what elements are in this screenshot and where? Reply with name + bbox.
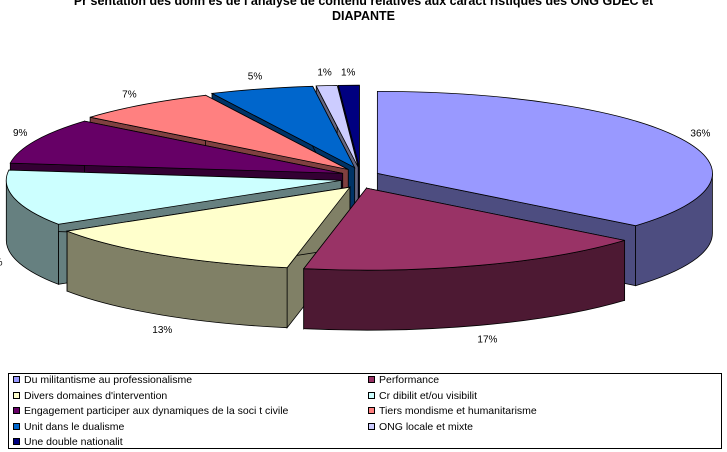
legend-label: Unit dans le dualisme	[24, 420, 125, 433]
legend-swatch	[368, 422, 375, 430]
slice-label-5: 9%	[13, 128, 28, 139]
legend: Du militantisme au professionalisme Perfo…	[8, 373, 722, 449]
legend-swatch	[13, 407, 20, 414]
slice-label-3: 13%	[152, 325, 172, 336]
slice-label-6: 7%	[122, 90, 137, 101]
legend-swatch	[13, 438, 20, 445]
legend-swatch	[368, 376, 375, 383]
slice-label-1: 36%	[690, 129, 710, 140]
pie-slice-2	[302, 186, 626, 331]
legend-label: Engagement participer aux dynamiques de …	[24, 405, 289, 417]
legend-swatch	[13, 376, 20, 383]
legend-label: Divers domaines d'intervention	[24, 389, 168, 402]
slice-label-7: 5%	[248, 71, 263, 82]
pie-slice-4-top	[5, 169, 342, 225]
chart-title: Pr sentation des donn es de l’analyse de…	[73, 0, 654, 23]
legend-label: Performance	[379, 374, 440, 386]
pie-chart: 36% 17% 13% 11% 9% 7% 5% 1% 1%	[0, 67, 713, 346]
legend-swatch	[13, 422, 20, 430]
legend-label: Une double nationalit	[24, 436, 123, 448]
legend-label: Du militantisme au professionalisme	[24, 374, 193, 386]
pie-slice-5-top	[9, 120, 343, 174]
legend-label: Cr dibilit et/ou visibilit	[379, 389, 478, 402]
pie-slice-1-top	[376, 90, 713, 227]
legend-swatch	[13, 391, 20, 399]
slice-label-4: 11%	[0, 257, 3, 268]
legend-swatch	[368, 391, 375, 399]
slice-label-2: 17%	[477, 335, 497, 346]
legend-label: ONG locale et mixte	[379, 420, 473, 433]
pie-slice-7-top	[210, 85, 356, 169]
pie-slice-6-top	[89, 94, 349, 170]
slice-label-9: 1%	[341, 67, 356, 78]
pie-slice-3	[65, 186, 351, 329]
pie-slice-9-top	[337, 84, 360, 168]
slice-label-8: 1%	[317, 68, 332, 79]
legend-swatch	[368, 407, 375, 414]
pie-slice-8-top	[315, 84, 359, 168]
pie-slice-2-top	[302, 187, 625, 271]
legend-label: Tiers mondisme et humanitarisme	[379, 405, 537, 417]
pie-slice-3-top	[65, 186, 351, 269]
